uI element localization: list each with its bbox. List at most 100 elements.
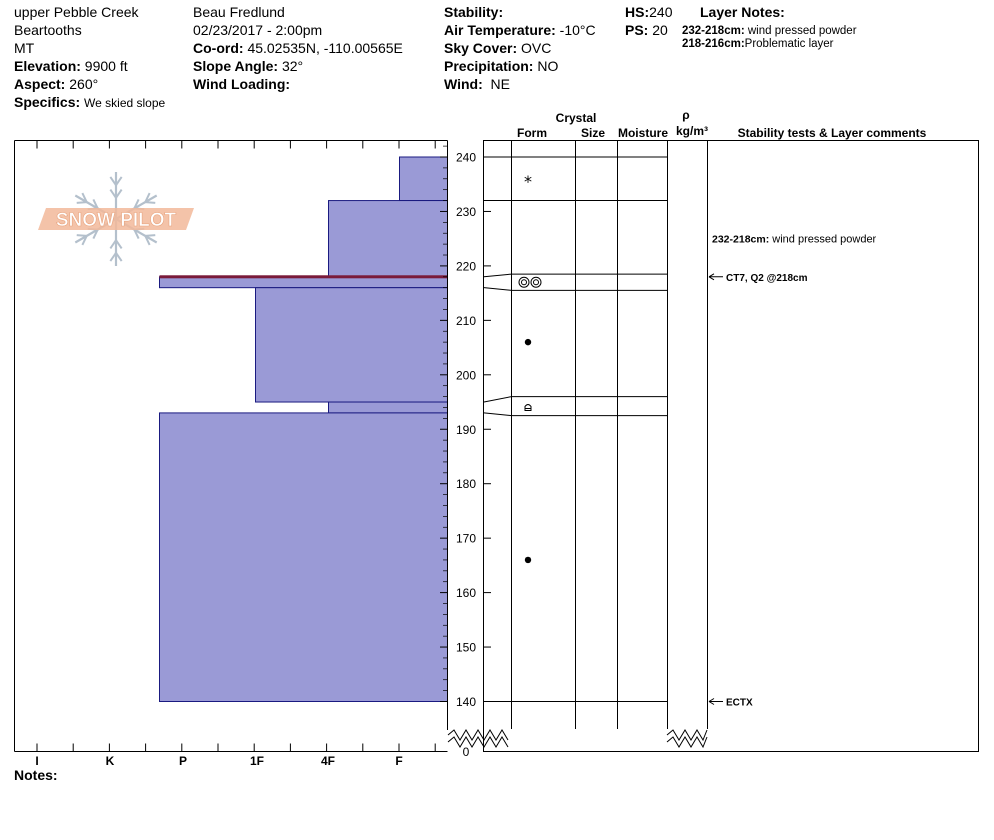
specifics-label: Specifics: [14, 94, 81, 110]
hardness-layer-2 [328, 200, 448, 278]
layer-note-2: 218-216cm:Problematic layer [682, 37, 834, 51]
site-range: Beartooths [14, 22, 82, 38]
column-header-comments: Stability tests & Layer comments [738, 126, 927, 140]
height-label-200: 200 [456, 368, 476, 382]
height-label-150: 150 [456, 641, 476, 655]
sky-label: Sky Cover: [444, 40, 518, 56]
stability-row: Stability: [444, 3, 503, 21]
snowflake-branch [144, 235, 151, 246]
sky-value: OVC [521, 40, 552, 56]
height-label-190: 190 [456, 423, 476, 437]
snowflake-branch [133, 229, 140, 240]
strat-line-5 [483, 396, 668, 403]
stratigraphy: * 232-218cm: wind pressed powder CT7, Q2 @… [483, 156, 877, 709]
ps-value: 20 [652, 22, 668, 38]
crystal-surface-hoar-inner [533, 279, 539, 286]
air-temp-row: Air Temperature: -10°C [444, 21, 596, 39]
strat-line-6 [483, 412, 668, 417]
layer-notes-title: Layer Notes: [700, 4, 785, 20]
ps-row: PS: 20 [625, 21, 668, 39]
column-headers: Crystal Form Size Moisture ρ kg/m³ Stability t… [517, 108, 927, 140]
comment-label-3: ECTX [726, 698, 753, 709]
air-temp-label: Air Temperature: [444, 22, 556, 38]
comment-arrow-3 [708, 698, 723, 705]
layer-note-2-range: 218-216cm: [682, 38, 745, 50]
column-header-density-unit: kg/m³ [676, 124, 708, 138]
logo-text: SNOW PILOT [56, 210, 177, 231]
snowflake-branch [115, 239, 123, 249]
crystal-faceted-crystals [524, 403, 532, 411]
wind-loading-label: Wind Loading: [193, 76, 291, 92]
hardness-layer-5 [328, 401, 448, 414]
precip-label: Precipitation: [444, 58, 534, 74]
hardness-label-1F: 1F [250, 754, 264, 768]
wind-value: NE [490, 76, 510, 92]
snowflake-branch [115, 176, 123, 186]
snowflake-branch [115, 189, 123, 199]
hardness-layer-1 [399, 156, 448, 202]
aspect-value: 260° [69, 76, 99, 92]
precip-value: NO [537, 58, 559, 74]
hs-label: HS: [625, 4, 650, 20]
snowflake-branch [109, 176, 117, 186]
column-header-crystal: Crystal [556, 111, 597, 125]
layer-note-1: 232-218cm: wind pressed powder [682, 24, 857, 38]
comment-1: 232-218cm: wind pressed powder [712, 234, 877, 246]
density-break-upper [666, 729, 708, 742]
elevation-value: 9900 ft [84, 58, 128, 74]
height-label-210: 210 [456, 314, 476, 328]
ps-label: PS: [625, 22, 649, 38]
crystal-melt-forms [524, 338, 532, 346]
weak-layer-marker [159, 275, 448, 279]
stratigraphy-frame [483, 140, 979, 752]
hardness-layer-3 [159, 276, 448, 289]
hardness-label-4F: 4F [321, 754, 335, 768]
observation-datetime: 02/23/2017 - 2:00pm [193, 22, 323, 38]
snowflake-branch [81, 235, 88, 246]
coord-row: Co-ord: 45.02535N, -110.00565E [193, 39, 403, 57]
site-location: upper Pebble Creek [14, 4, 139, 20]
coord-label: Co-ord: [193, 40, 244, 56]
site-state: MT [14, 40, 35, 56]
logo-banner [38, 208, 194, 230]
precip-row: Precipitation: NO [444, 57, 558, 75]
slope-label: Slope Angle: [193, 58, 279, 74]
hardness-label-K: K [106, 754, 115, 768]
air-temp-value: -10°C [559, 22, 596, 38]
wind-label: Wind: [444, 76, 483, 92]
comment-arrow-2 [708, 273, 723, 281]
height-label-160: 160 [456, 586, 476, 600]
elevation-row: Elevation: 9900 ft [14, 57, 128, 75]
column-header-form: Form [517, 126, 547, 140]
axis-ticks: I K P 1F 4F F 0 140 150 160 170 180 190 200 210 220 230 2… [35, 140, 491, 768]
aspect-row: Aspect: 260° [14, 75, 98, 93]
snowflake-branch [115, 252, 123, 262]
height-label-170: 170 [456, 532, 476, 546]
chart-frames [14, 140, 979, 752]
elevation-label: Elevation: [14, 58, 81, 74]
hardness-layer-6 [159, 412, 448, 702]
aspect-label: Aspect: [14, 76, 66, 92]
specifics-value: We skied slope [84, 96, 166, 110]
sky-row: Sky Cover: OVC [444, 39, 551, 57]
hs-row: HS:240 [625, 3, 672, 21]
snowflake-branch [92, 198, 99, 209]
snowflake-branch [109, 252, 117, 262]
stability-label: Stability: [444, 4, 504, 20]
snowpilot-logo: SNOW PILOT [38, 172, 194, 266]
snowflake-branch [76, 201, 87, 204]
density-break-lower [666, 736, 708, 749]
snowflake-branch [133, 198, 140, 209]
axis-break-lower [447, 736, 509, 748]
comment-label-2: CT7, Q2 @218cm [726, 273, 808, 284]
crystal-surface-hoar-inner [521, 279, 527, 286]
hardness-label-I: I [35, 754, 38, 768]
hardness-label-F: F [395, 754, 402, 768]
column-header-size: Size [581, 126, 605, 140]
layer-note-1-range: 232-218cm: [682, 25, 745, 37]
axis-break-upper [447, 729, 509, 741]
hs-value: 240 [649, 4, 673, 20]
height-label-220: 220 [456, 259, 476, 273]
snowflake-branch [109, 239, 117, 249]
